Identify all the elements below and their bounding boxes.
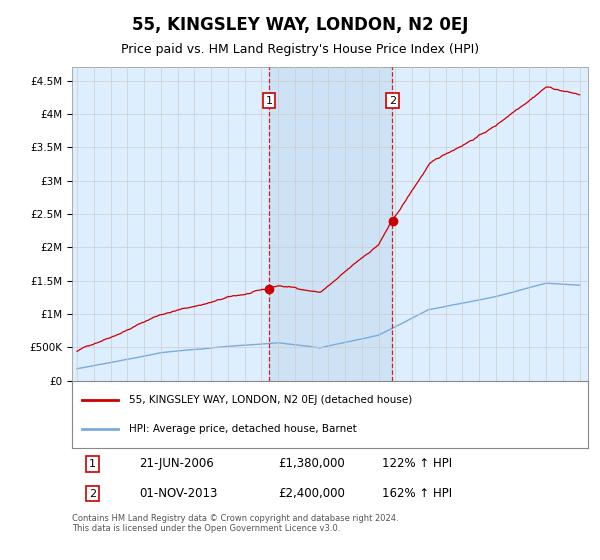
Text: 2: 2 — [89, 489, 96, 499]
Text: £1,380,000: £1,380,000 — [278, 458, 345, 470]
Text: 162% ↑ HPI: 162% ↑ HPI — [382, 487, 452, 500]
Text: 55, KINGSLEY WAY, LONDON, N2 0EJ: 55, KINGSLEY WAY, LONDON, N2 0EJ — [132, 16, 468, 34]
Bar — [269, 67, 392, 381]
Text: 01-NOV-2013: 01-NOV-2013 — [139, 487, 217, 500]
Text: 122% ↑ HPI: 122% ↑ HPI — [382, 458, 452, 470]
Text: Price paid vs. HM Land Registry's House Price Index (HPI): Price paid vs. HM Land Registry's House … — [121, 43, 479, 56]
Text: 1: 1 — [266, 96, 272, 106]
Text: £2,400,000: £2,400,000 — [278, 487, 345, 500]
Text: 55, KINGSLEY WAY, LONDON, N2 0EJ (detached house): 55, KINGSLEY WAY, LONDON, N2 0EJ (detach… — [129, 395, 412, 405]
Text: HPI: Average price, detached house, Barnet: HPI: Average price, detached house, Barn… — [129, 424, 356, 434]
Text: Contains HM Land Registry data © Crown copyright and database right 2024.
This d: Contains HM Land Registry data © Crown c… — [72, 514, 398, 534]
Text: 2: 2 — [389, 96, 396, 106]
Text: 21-JUN-2006: 21-JUN-2006 — [139, 458, 214, 470]
Text: 1: 1 — [89, 459, 96, 469]
